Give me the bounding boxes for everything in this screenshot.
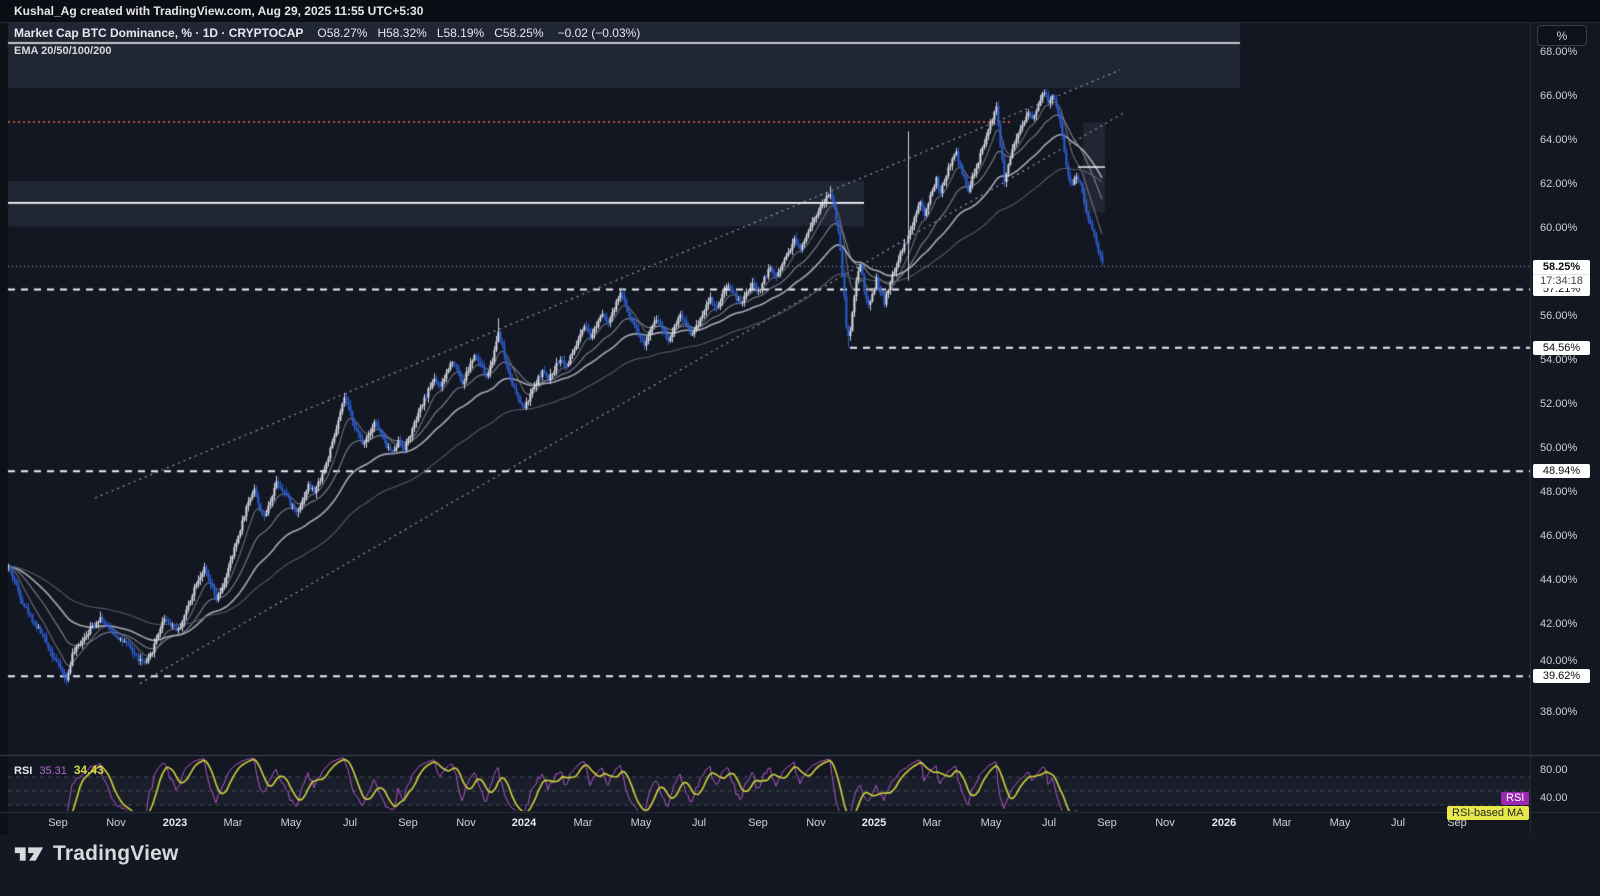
price-tick: 52.00% <box>1540 397 1577 411</box>
price-tick: 56.00% <box>1540 309 1577 323</box>
time-tick-year: 2023 <box>163 817 187 829</box>
price-tick: 38.00% <box>1540 705 1577 719</box>
time-tick-month: Sep <box>48 817 68 829</box>
time-tick-month: Jul <box>343 817 357 829</box>
price-tick: 54.00% <box>1540 353 1577 367</box>
price-tick: 66.00% <box>1540 89 1577 103</box>
time-tick-month: Nov <box>1155 817 1175 829</box>
price-tick: 64.00% <box>1540 133 1577 147</box>
price-tick: 40.00% <box>1540 654 1577 668</box>
price-tick: 62.00% <box>1540 177 1577 191</box>
time-tick-month: Nov <box>106 817 126 829</box>
price-level-badge: 48.94% <box>1533 464 1590 478</box>
ohlc-c: C58.25% <box>494 26 543 40</box>
price-tick: 68.00% <box>1540 45 1577 59</box>
tradingview-logo-text: TradingView <box>53 842 179 866</box>
time-tick-month: May <box>281 817 302 829</box>
ohlc-h: H58.32% <box>377 26 426 40</box>
time-tick-month: Jul <box>1042 817 1056 829</box>
price-tick: 48.00% <box>1540 485 1577 499</box>
ohlc-o: O58.27% <box>317 26 367 40</box>
time-tick-month: Sep <box>1097 817 1117 829</box>
rsi-value: 35.31 <box>39 765 67 777</box>
time-tick-month: Mar <box>574 817 593 829</box>
time-tick-year: 2025 <box>862 817 886 829</box>
price-tick: 60.00% <box>1540 221 1577 235</box>
rsi-ma-value: 34.43 <box>74 763 104 777</box>
ohlc-values: O58.27% H58.32% L58.19% C58.25% <box>317 26 553 40</box>
percent-scale-button[interactable]: % <box>1537 25 1587 46</box>
price-tick: 50.00% <box>1540 441 1577 455</box>
symbol-title[interactable]: Market Cap BTC Dominance, % · 1D · CRYPT… <box>14 26 303 40</box>
rsi-axis-tick: 40.00 <box>1540 792 1568 804</box>
price-level-badge: 54.56% <box>1533 341 1590 355</box>
time-tick-month: Jul <box>692 817 706 829</box>
price-level-badge: 39.62% <box>1533 669 1590 683</box>
time-tick-year: 2024 <box>512 817 536 829</box>
rsi-label: RSI <box>14 765 32 777</box>
time-tick-month: Mar <box>1273 817 1292 829</box>
current-price-value: 58.25% <box>1533 260 1590 274</box>
time-tick-month: May <box>981 817 1002 829</box>
tradingview-logo-icon <box>14 842 44 866</box>
ema-indicator-label[interactable]: EMA 20/50/100/200 <box>14 45 111 57</box>
time-tick-month: Nov <box>806 817 826 829</box>
current-price-badge: 58.25%17:34:18 <box>1533 260 1590 288</box>
price-tick: 44.00% <box>1540 573 1577 587</box>
price-tick: 42.00% <box>1540 617 1577 631</box>
time-tick-month: May <box>631 817 652 829</box>
tradingview-logo[interactable]: TradingView <box>14 842 179 866</box>
time-tick-month: May <box>1330 817 1351 829</box>
price-chart-canvas[interactable] <box>0 0 1600 896</box>
symbol-legend[interactable]: Market Cap BTC Dominance, % · 1D · CRYPT… <box>14 26 640 42</box>
time-tick-month: Jul <box>1391 817 1405 829</box>
rsi-axis-badge: RSI <box>1501 792 1529 805</box>
rsi-ma-axis-badge: RSI-based MA <box>1447 806 1529 820</box>
rsi-axis-tick: 80.00 <box>1540 764 1568 776</box>
rsi-legend[interactable]: RSI 35.31 34.43 <box>14 763 104 777</box>
ohlc-l: L58.19% <box>437 26 484 40</box>
change-value: −0.02 (−0.03%) <box>558 26 641 40</box>
time-tick-month: Sep <box>748 817 768 829</box>
price-tick: 46.00% <box>1540 529 1577 543</box>
time-tick-month: Mar <box>923 817 942 829</box>
time-tick-month: Nov <box>456 817 476 829</box>
attribution-bar: Kushal_Ag created with TradingView.com, … <box>0 0 1600 22</box>
tradingview-chart-screenshot: Kushal_Ag created with TradingView.com, … <box>0 0 1600 896</box>
time-tick-month: Sep <box>398 817 418 829</box>
time-tick-year: 2026 <box>1212 817 1236 829</box>
bar-countdown: 17:34:18 <box>1533 274 1590 288</box>
time-tick-month: Mar <box>224 817 243 829</box>
